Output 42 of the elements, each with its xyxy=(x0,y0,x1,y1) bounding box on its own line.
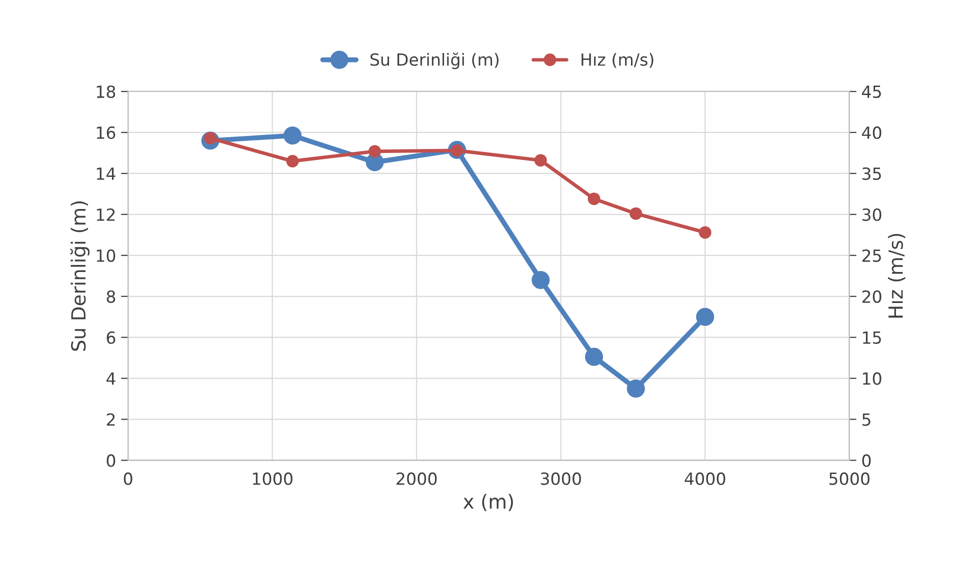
y2-tick-label: 5 xyxy=(862,414,870,426)
y2-tick-label: 35 xyxy=(862,167,881,180)
point xyxy=(626,380,645,398)
point xyxy=(532,270,550,290)
x-tick-label: 4000 xyxy=(684,472,726,486)
y-tick-label: 8 xyxy=(106,290,116,303)
y-tick-label: 10 xyxy=(96,249,116,262)
y2-tick-label: 10 xyxy=(863,372,882,385)
point xyxy=(284,126,302,145)
x-tick-label: 2000 xyxy=(396,472,437,486)
legend-label: Hız (m/s) xyxy=(582,52,654,68)
y-tick-label: 14 xyxy=(96,168,116,180)
y-tick-label: 18 xyxy=(96,85,116,98)
y-tick-label: 12 xyxy=(96,208,115,221)
x-tick-label: 0 xyxy=(124,472,132,486)
point xyxy=(630,207,642,220)
y2-tick-label: 15 xyxy=(863,332,881,344)
y-tick-label: 16 xyxy=(96,126,116,140)
y2-tick-label: 40 xyxy=(862,126,882,140)
point xyxy=(588,192,600,206)
y-tick-label: 2 xyxy=(106,413,115,426)
point xyxy=(368,145,382,158)
y-axis-title: Su Derinliği (m) xyxy=(70,201,90,351)
point xyxy=(534,154,547,167)
y-tick-label: 6 xyxy=(106,331,116,344)
x-tick-label: 5000 xyxy=(829,472,870,486)
x-axis-title: x (m) xyxy=(463,494,513,512)
y2-tick-label: 45 xyxy=(862,86,881,98)
y-tick-label: 0 xyxy=(106,454,116,467)
y2-tick-label: 0 xyxy=(862,454,871,467)
y2-tick-label: 30 xyxy=(862,208,882,221)
y-tick-label: 4 xyxy=(106,372,116,385)
y2-axis-title: Hız (m/s) xyxy=(888,234,906,318)
point xyxy=(698,226,712,239)
point xyxy=(585,348,604,366)
point xyxy=(286,154,299,168)
x-tick-label: 3000 xyxy=(540,472,581,486)
x-tick-label: 1000 xyxy=(252,472,292,486)
legend-label: Su Derinliği (m) xyxy=(370,52,499,70)
y2-tick-label: 25 xyxy=(862,249,881,262)
y2-tick-label: 20 xyxy=(862,290,882,303)
point xyxy=(696,308,714,326)
